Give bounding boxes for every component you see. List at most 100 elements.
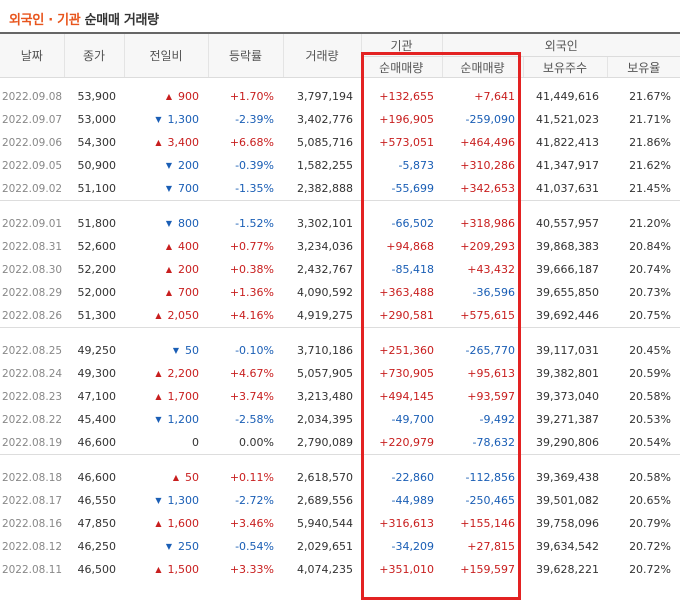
table-row: 2022.08.18 46,600 ▲ 50 +0.11% 2,618,570 -22,86…: [0, 466, 680, 489]
volume-cell: 2,029,651: [297, 540, 353, 553]
change-value: 900: [178, 90, 199, 103]
foreign-ratio-cell: 20.74%: [629, 263, 672, 276]
up-triangle-icon: ▲: [165, 242, 172, 251]
header-foreign-shares: 보유주수: [522, 56, 607, 78]
volume-cell: 2,432,767: [297, 263, 353, 276]
date-cell: 2022.09.08: [1, 90, 63, 103]
volume-cell: 2,034,395: [297, 413, 353, 426]
foreign-shares-cell: 39,290,806: [536, 436, 599, 449]
down-triangle-icon: ▼: [172, 346, 179, 355]
institution-net-cell: -66,502: [391, 217, 434, 230]
date-cell: 2022.08.17: [1, 494, 63, 507]
foreign-net-cell: -9,492: [479, 413, 515, 426]
foreign-ratio-cell: 20.79%: [629, 517, 672, 530]
change-value: 0: [192, 436, 199, 449]
rate-cell: +0.77%: [229, 240, 274, 253]
change-cell: ▲ 2,200: [124, 362, 208, 385]
date-cell: 2022.08.19: [1, 436, 63, 449]
up-triangle-icon: ▲: [155, 369, 162, 378]
table-row: 2022.08.31 52,600 ▲ 400 +0.77% 3,234,036 +94,8…: [0, 235, 680, 258]
rate-cell: +3.46%: [229, 517, 274, 530]
change-value: 200: [178, 263, 199, 276]
up-triangle-icon: ▲: [165, 288, 172, 297]
foreign-ratio-cell: 20.53%: [629, 413, 672, 426]
foreign-ratio-cell: 20.75%: [629, 309, 672, 322]
change-value: 700: [178, 182, 199, 195]
change-cell: ▲ 700: [124, 281, 208, 304]
rate-cell: +1.70%: [229, 90, 274, 103]
foreign-shares-cell: 41,037,631: [536, 182, 599, 195]
rate-cell: -2.39%: [235, 113, 274, 126]
foreign-net-cell: +464,496: [460, 136, 515, 149]
foreign-ratio-cell: 20.84%: [629, 240, 672, 253]
change-value: 400: [178, 240, 199, 253]
header-foreign-ratio: 보유율: [606, 56, 680, 78]
change-value: 250: [178, 540, 199, 553]
header-institution-net: 순매매량: [361, 56, 442, 78]
title-institution: 기관: [57, 13, 81, 28]
institution-net-cell: +573,051: [379, 136, 434, 149]
header-volume: 거래량: [282, 32, 361, 78]
table-body: 2022.09.08 53,900 ▲ 900 +1.70% 3,797,194 +132,…: [0, 78, 680, 582]
foreign-net-cell: +310,286: [460, 159, 515, 172]
table-row: 2022.08.12 46,250 ▼ 250 -0.54% 2,029,651 -34,2…: [0, 535, 680, 558]
table-row: 2022.08.11 46,500 ▲ 1,500 +3.33% 4,074,235 +35…: [0, 558, 680, 581]
foreign-net-cell: +575,615: [460, 309, 515, 322]
change-value: 2,050: [167, 309, 200, 322]
foreign-net-cell: +95,613: [467, 367, 515, 380]
date-cell: 2022.08.16: [1, 517, 63, 530]
change-cell: ▲ 1,700: [124, 385, 208, 408]
volume-cell: 2,618,570: [297, 471, 353, 484]
foreign-shares-cell: 39,271,387: [536, 413, 599, 426]
institution-net-cell: +363,488: [379, 286, 434, 299]
volume-cell: 4,919,275: [297, 309, 353, 322]
up-triangle-icon: ▲: [165, 92, 172, 101]
institution-net-cell: +730,905: [379, 367, 434, 380]
institution-net-cell: -22,860: [391, 471, 434, 484]
group-spacer-cell: [0, 200, 680, 212]
foreign-net-cell: -78,632: [472, 436, 515, 449]
rate-cell: +0.11%: [229, 471, 274, 484]
change-cell: ▲ 1,500: [124, 558, 208, 581]
close-cell: 52,600: [77, 240, 117, 253]
foreign-net-cell: -250,465: [465, 494, 515, 507]
volume-cell: 3,213,480: [297, 390, 353, 403]
volume-cell: 3,302,101: [297, 217, 353, 230]
table-row: 2022.08.26 51,300 ▲ 2,050 +4.16% 4,919,275 +29…: [0, 304, 680, 328]
change-value: 50: [185, 344, 199, 357]
table-row: 2022.09.06 54,300 ▲ 3,400 +6.68% 5,085,716 +57…: [0, 131, 680, 154]
change-cell: ▲ 400: [124, 235, 208, 258]
foreign-ratio-cell: 21.45%: [629, 182, 672, 195]
foreign-shares-cell: 39,868,383: [536, 240, 599, 253]
down-triangle-icon: ▼: [155, 496, 162, 505]
foreign-shares-cell: 39,117,031: [536, 344, 599, 357]
up-triangle-icon: ▲: [155, 138, 162, 147]
foreign-net-cell: +318,986: [460, 217, 515, 230]
group-spacer: [0, 200, 680, 212]
down-triangle-icon: ▼: [165, 542, 172, 551]
date-cell: 2022.09.01: [1, 217, 63, 230]
table-row: 2022.08.30 52,200 ▲ 200 +0.38% 2,432,767 -85,4…: [0, 258, 680, 281]
up-triangle-icon: ▲: [165, 265, 172, 274]
foreign-shares-cell: 39,373,040: [536, 390, 599, 403]
foreign-ratio-cell: 21.71%: [629, 113, 672, 126]
group-spacer-cell: [0, 454, 680, 466]
trading-table: 날짜 종가 전일비 등락률 거래량 기관 외국인 순매매량 순매매량 보유주수 …: [0, 32, 680, 581]
foreign-shares-cell: 39,655,850: [536, 286, 599, 299]
table-row: 2022.08.16 47,850 ▲ 1,600 +3.46% 5,940,544 +31…: [0, 512, 680, 535]
table-row: 2022.08.19 46,600 0 0.00% 2,790,089 +220,979 -…: [0, 431, 680, 455]
rate-cell: -1.52%: [235, 217, 274, 230]
foreign-net-cell: -259,090: [465, 113, 515, 126]
foreign-net-cell: -112,856: [465, 471, 515, 484]
change-value: 1,300: [167, 494, 200, 507]
foreign-shares-cell: 41,521,023: [536, 113, 599, 126]
foreign-ratio-cell: 21.67%: [629, 90, 672, 103]
change-value: 3,400: [167, 136, 200, 149]
rate-cell: -2.58%: [235, 413, 274, 426]
date-cell: 2022.08.12: [1, 540, 63, 553]
foreign-shares-cell: 40,557,957: [536, 217, 599, 230]
institution-net-cell: +132,655: [379, 90, 434, 103]
change-value: 1,200: [167, 413, 200, 426]
change-value: 700: [178, 286, 199, 299]
volume-cell: 2,790,089: [297, 436, 353, 449]
